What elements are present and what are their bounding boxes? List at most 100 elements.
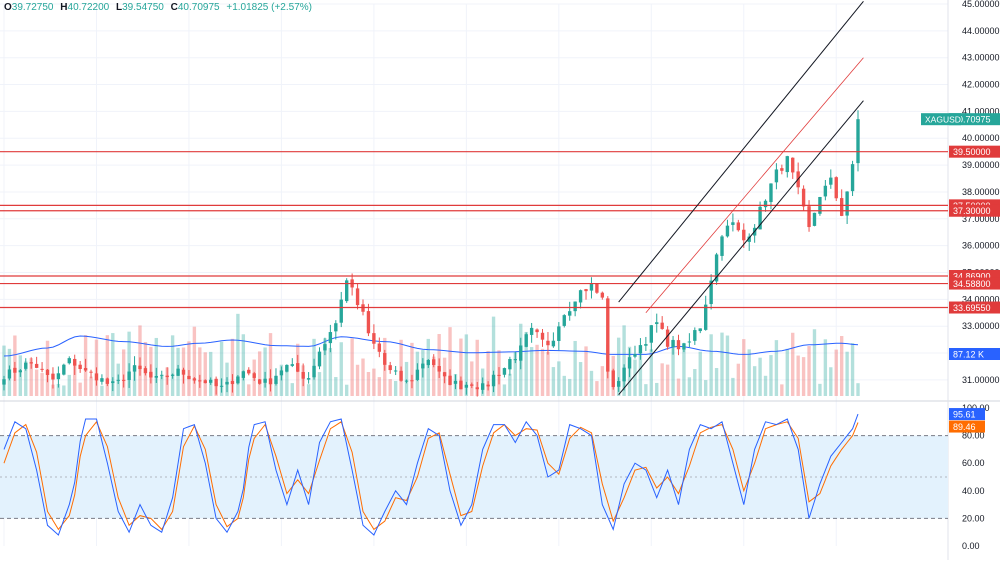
candle (34, 363, 39, 368)
ohlc-low: L39.54750 (116, 2, 164, 13)
price-tick-label: 33.00000 (962, 321, 1000, 331)
candle (388, 365, 392, 371)
candle (301, 372, 305, 379)
candle (323, 344, 327, 351)
price-tick-label: 39.00000 (962, 160, 1000, 170)
candle (736, 222, 741, 231)
stoch-tick-label: 0.00 (962, 541, 980, 551)
candle (230, 380, 235, 385)
volume-bar (34, 369, 39, 396)
candle (763, 200, 768, 208)
candle (328, 332, 333, 344)
volume-bar (268, 333, 273, 396)
candle (807, 206, 811, 228)
candle (415, 369, 420, 380)
candle (105, 378, 110, 384)
ohlc-high: H40.72200 (60, 2, 110, 13)
volume-bar (491, 316, 496, 396)
candle (655, 322, 659, 325)
volume-bar (105, 335, 110, 396)
candle (584, 289, 588, 292)
stochastic-lines (3, 413, 859, 536)
candle (540, 332, 545, 340)
volume-bar (192, 326, 197, 396)
channel-upper-line (618, 0, 864, 303)
candle (116, 379, 120, 381)
volume-bar (535, 344, 539, 396)
volume-bar (839, 336, 844, 396)
candle (829, 177, 833, 185)
volume-bar (111, 333, 115, 396)
candle (693, 330, 697, 341)
volume-bar (687, 377, 692, 396)
volume-bar (247, 384, 251, 396)
candle (464, 384, 469, 388)
volume-bar (45, 340, 50, 396)
candle (132, 365, 137, 372)
volume-bar (616, 337, 621, 396)
volume-bar (187, 341, 191, 396)
volume-bar (731, 377, 735, 396)
candle (285, 364, 289, 372)
candle (209, 379, 213, 383)
volume-bar (56, 383, 61, 396)
last-price-label: 40.70975 (949, 113, 1000, 126)
candle (143, 368, 148, 374)
candle (393, 370, 398, 372)
label-text: 34.58800 (953, 279, 991, 289)
volume-bar (2, 345, 6, 396)
candle (219, 385, 224, 387)
volume-bar (818, 383, 822, 396)
price-channel[interactable] (618, 0, 864, 395)
candle (345, 280, 349, 302)
horizontal-levels[interactable] (0, 151, 948, 309)
volume-bar (100, 385, 104, 396)
label-box (949, 420, 985, 433)
candle (181, 369, 186, 375)
candle (622, 367, 626, 382)
level-price-label: 39.50000 (949, 145, 1000, 158)
candle (758, 206, 762, 230)
candle (225, 381, 229, 385)
candle (252, 373, 256, 378)
candle (660, 322, 664, 329)
candle (165, 375, 169, 378)
candle (339, 299, 343, 323)
volume-bar (529, 347, 534, 396)
candle (334, 323, 338, 332)
volume-bar (236, 313, 240, 396)
volume-bar (785, 348, 789, 396)
candle (192, 378, 197, 381)
label-box (949, 408, 985, 421)
stoch-band (0, 435, 948, 519)
price-tick-label: 42.00000 (962, 80, 1000, 90)
candle (13, 367, 17, 373)
volume-bar (649, 349, 653, 396)
volume-bar (274, 382, 278, 396)
volume-ma-label: 87.12 K (949, 348, 1000, 360)
stoch-tick-label: 100.00 (962, 403, 990, 413)
candle (377, 343, 382, 352)
volume-bar (763, 375, 768, 396)
volume-bar (241, 334, 246, 396)
channel-mid-line (645, 57, 864, 314)
volume-bar (154, 337, 158, 396)
candle (856, 119, 860, 164)
candle (257, 379, 262, 384)
price-tick-label: 38.00000 (962, 187, 1000, 197)
volume-bar (78, 382, 82, 396)
candle (290, 364, 294, 366)
ohlc-open: O39.72750 (4, 2, 54, 13)
volume-bar (459, 338, 463, 396)
candle (89, 371, 93, 373)
candle (149, 371, 153, 378)
stoch-k-label: 95.61 (949, 408, 985, 421)
label-text: 95.61 (953, 410, 976, 420)
candle (834, 177, 838, 199)
candle (519, 345, 523, 361)
candle (676, 340, 681, 350)
volume-bar (230, 338, 235, 396)
candle (546, 340, 550, 346)
